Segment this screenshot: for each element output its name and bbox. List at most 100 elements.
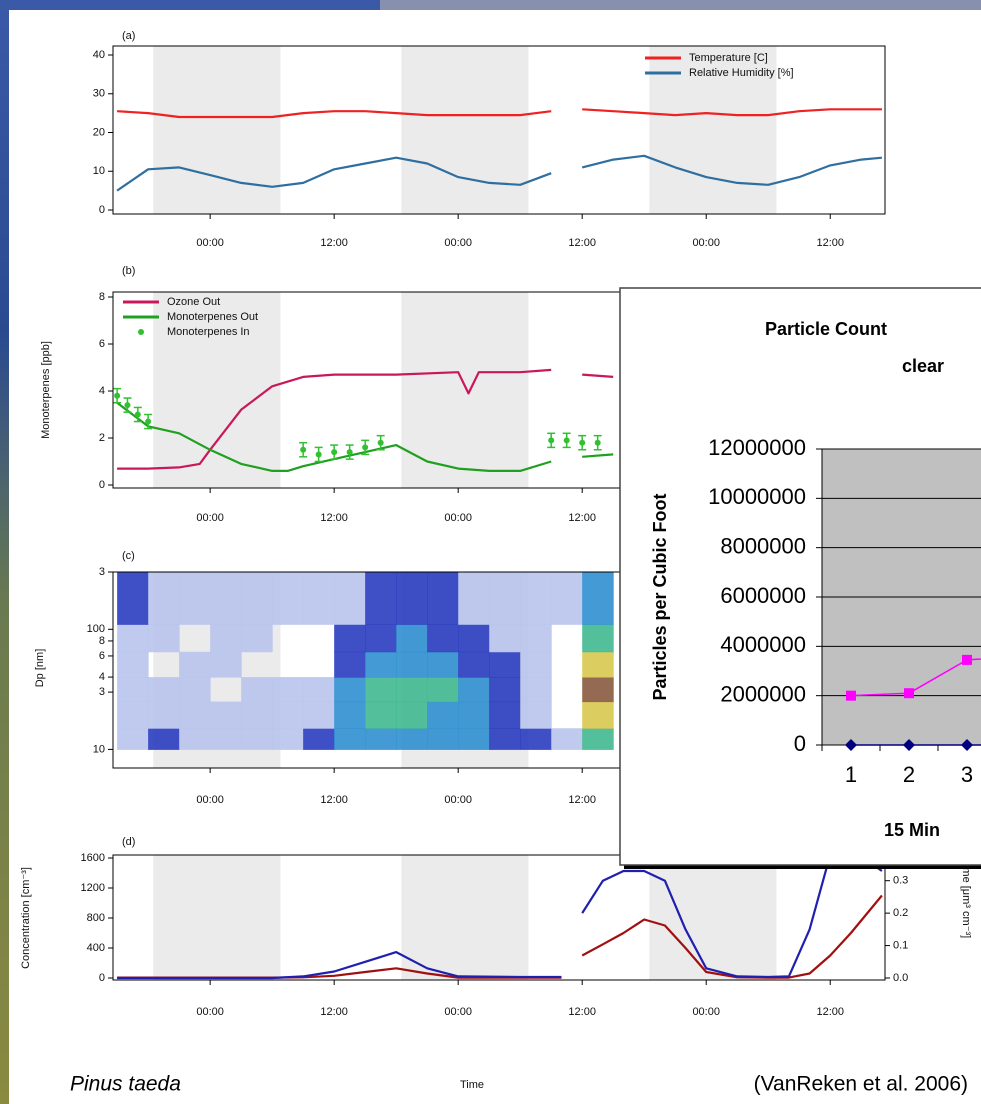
legend-label: Relative Humidity [%] xyxy=(689,67,794,79)
data-point xyxy=(548,437,555,444)
series-line xyxy=(117,368,614,470)
heatmap-cell xyxy=(458,624,490,653)
heatmap-cell xyxy=(365,677,397,703)
heatmap-cell xyxy=(334,624,366,653)
x-tick-label: 12:00 xyxy=(816,237,844,249)
heatmap-cell xyxy=(303,677,335,703)
night-band xyxy=(153,855,281,980)
heatmap-cell xyxy=(520,624,552,653)
y-tick-label: 100 xyxy=(87,623,105,635)
y-tick-label: 3 xyxy=(99,566,105,578)
y-tick-label: 10 xyxy=(93,165,105,177)
y2-tick-label: 0.2 xyxy=(893,907,908,919)
y-tick-label: 10 xyxy=(93,743,105,755)
legend-marker xyxy=(138,329,144,335)
heatmap-cell xyxy=(427,728,459,750)
heatmap-cell xyxy=(458,677,490,703)
y-tick-label: 4 xyxy=(99,385,105,397)
data-point xyxy=(346,449,353,456)
heatmap-cell xyxy=(365,651,397,678)
legend-label: Ozone Out xyxy=(167,296,220,308)
heatmap-cell xyxy=(117,572,149,625)
y-tick-label: 1600 xyxy=(81,852,105,864)
data-point xyxy=(845,739,857,751)
plot-area xyxy=(116,108,883,192)
heatmap-cell xyxy=(272,728,304,750)
night-band xyxy=(401,855,529,980)
x-tick-label: 00:00 xyxy=(444,794,472,806)
y-tick-label: 40 xyxy=(93,49,105,61)
heatmap-cell xyxy=(117,701,149,729)
data-point xyxy=(134,411,141,418)
series-line xyxy=(116,154,883,192)
y-tick-label: 1200 xyxy=(81,882,105,894)
y-tick-label: 0 xyxy=(99,972,105,984)
heatmap-cell xyxy=(272,701,304,729)
heatmap-cell xyxy=(427,701,459,729)
heatmap-cell xyxy=(179,624,211,652)
heatmap-cell xyxy=(520,651,552,678)
y-tick-label: 6 xyxy=(99,338,105,350)
heatmap-cell xyxy=(458,651,490,678)
x-tick-label: 00:00 xyxy=(444,512,472,524)
heatmap-cell xyxy=(272,652,304,678)
y-tick-label: 2000000 xyxy=(720,681,806,706)
heatmap-cell xyxy=(210,651,242,678)
data-point xyxy=(362,444,369,451)
heatmap-cell xyxy=(489,624,521,653)
x-tick-label: 12:00 xyxy=(568,237,596,249)
citation: (VanReken et al. 2006) xyxy=(754,1073,968,1096)
heatmap-cell xyxy=(551,624,583,652)
heatmap-cell xyxy=(489,728,521,750)
heatmap-cell xyxy=(458,572,490,625)
heatmap-cell xyxy=(365,701,397,729)
y2-tick-label: 0.0 xyxy=(893,972,908,984)
y2-tick-label: 0.3 xyxy=(893,875,908,887)
x-tick-label: 12:00 xyxy=(320,512,348,524)
data-point xyxy=(903,739,915,751)
series-line xyxy=(117,108,882,119)
heatmap-cell xyxy=(210,701,242,729)
y-tick-label: 6000000 xyxy=(720,583,806,608)
heatmap-cell xyxy=(210,728,242,750)
x-tick-label: 12:00 xyxy=(568,1006,596,1018)
heatmap-cell xyxy=(396,728,428,750)
heatmap-cell xyxy=(582,728,614,750)
y-tick-label: 8000000 xyxy=(720,533,806,558)
y-tick-label: 800 xyxy=(87,912,105,924)
data-point xyxy=(594,439,601,446)
heatmap-cell xyxy=(396,572,428,625)
heatmap-cell xyxy=(520,572,552,625)
heatmap-cell xyxy=(334,651,366,678)
heatmap-cell xyxy=(489,572,521,625)
heatmap-cell xyxy=(148,677,180,703)
data-point xyxy=(961,739,973,751)
y-tick-label: 400 xyxy=(87,942,105,954)
y-tick-label: 8 xyxy=(99,291,105,303)
x-tick-label: 12:00 xyxy=(320,1006,348,1018)
x-tick-label: 2 xyxy=(903,762,915,787)
heatmap-cell xyxy=(179,677,211,703)
heatmap-cell xyxy=(179,572,211,625)
heatmap-cell xyxy=(520,728,552,750)
heatmap-cell xyxy=(148,701,180,729)
data-point xyxy=(579,439,586,446)
data-point xyxy=(962,654,972,665)
heatmap-cell xyxy=(551,677,583,702)
heatmap-cell xyxy=(551,652,583,678)
heatmap-cell xyxy=(334,572,366,625)
x-tick-label: 12:00 xyxy=(568,794,596,806)
heatmap-cell xyxy=(427,624,459,653)
data-point xyxy=(114,392,121,399)
panel-label: (a) xyxy=(122,30,135,42)
y-tick-label: 4 xyxy=(99,671,105,683)
heatmap-cell xyxy=(272,624,304,652)
panel-label: (d) xyxy=(122,836,135,848)
heatmap-cell xyxy=(365,728,397,750)
slide-band xyxy=(380,0,981,10)
data-point xyxy=(904,688,914,699)
heatmap-cell xyxy=(303,624,335,652)
heatmap-cell xyxy=(117,677,149,703)
heatmap-cell xyxy=(427,572,459,625)
